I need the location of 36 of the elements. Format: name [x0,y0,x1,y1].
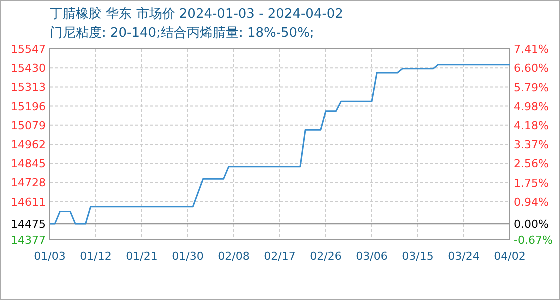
x-tick-label: 01/03 [34,250,66,263]
y2-tick-label: 4.98% [514,100,549,114]
y-tick-label: 15196 [11,100,46,114]
y2-tick-label: 0.94% [514,196,549,209]
y2-tick-label: 0.00% [514,218,549,232]
y2-tick-label: 6.60% [514,62,549,76]
y-tick-label: 14962 [11,138,46,152]
x-tick-label: 03/24 [448,250,480,263]
x-tick-label: 01/30 [172,250,204,263]
y-tick-label: 15079 [11,119,46,132]
x-tick-label: 02/17 [264,250,296,263]
y-tick-label: 14845 [11,158,46,171]
y2-tick-label: 1.75% [514,176,549,190]
y-tick-label: 14475 [11,218,46,231]
x-tick-label: 03/06 [356,250,388,263]
y-tick-label: 15430 [11,62,46,76]
chart-subtitle: 门尼粘度: 20-140;结合丙烯腈量: 18%-50%; [50,25,314,41]
x-tick-label: 03/15 [402,250,434,263]
x-tick-label: 01/21 [126,250,158,263]
y2-tick-label: 3.37% [514,138,549,152]
x-tick-label: 02/26 [310,250,342,263]
y2-tick-label: 5.79% [514,81,549,94]
y-tick-label: 14377 [11,234,46,247]
y2-tick-label: 2.56% [514,158,549,171]
x-tick-label: 01/12 [80,250,112,263]
y-tick-label: 15313 [11,81,46,94]
y-tick-label: 15547 [11,43,46,56]
y2-tick-label: 7.41% [514,43,549,56]
chart-title: 丁腈橡胶 华东 市场价 2024-01-03 - 2024-04-02 [50,7,344,22]
y2-tick-label: -0.67% [514,234,553,247]
x-tick-label: 02/08 [218,250,250,263]
x-tick-label: 04/02 [494,250,526,263]
y2-tick-label: 4.18% [514,119,549,132]
line-series [49,64,511,225]
y-tick-label: 14728 [11,176,46,190]
y-tick-label: 14611 [11,196,46,209]
